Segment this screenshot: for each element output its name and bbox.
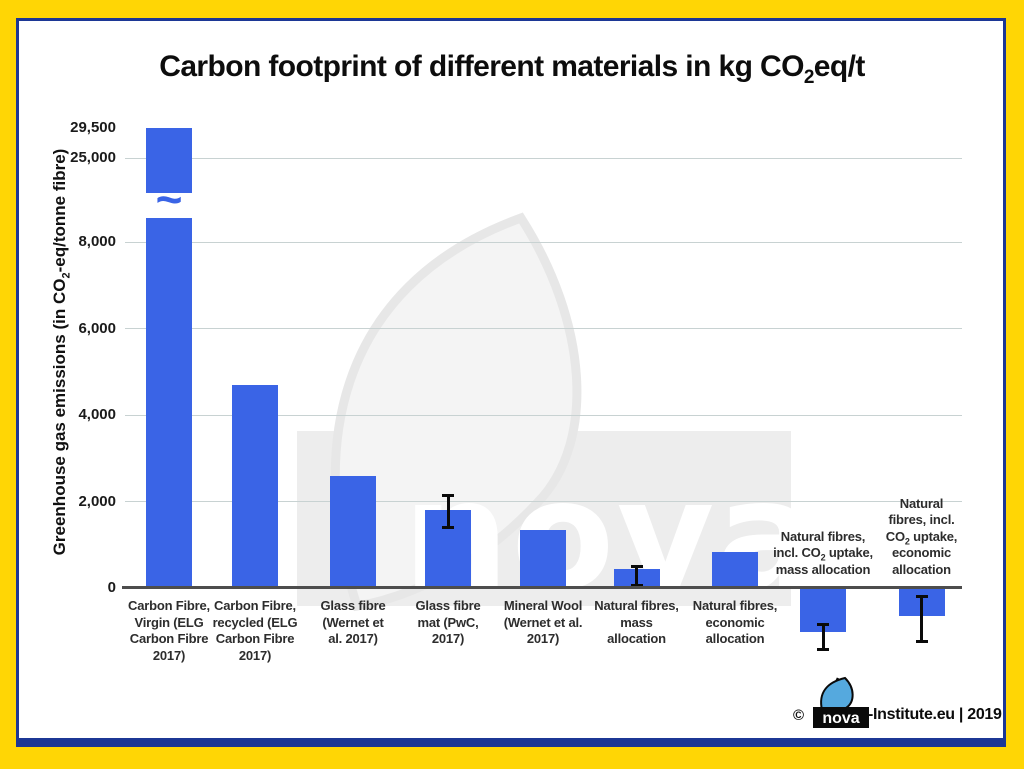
y-axis-title: Greenhouse gas emissions (in CO2-eq/tonn… (50, 148, 73, 556)
category-label: Carbon Fibre, Virgin (ELG Carbon Fibre 2… (128, 598, 210, 663)
y-tick-label: 2,000 (78, 492, 116, 510)
y-tick-label: 4,000 (78, 406, 116, 423)
attribution: © nova -Institute.eu | 2019 (790, 674, 1008, 734)
error-bar (821, 623, 825, 649)
error-bar-cap (442, 494, 454, 497)
chart-title: Carbon footprint of different materials … (0, 50, 1024, 87)
gridline (125, 328, 962, 329)
y-tick-label: 29,500 (70, 119, 116, 136)
error-bar-cap (915, 639, 928, 643)
bar (712, 552, 758, 588)
chart-title-units: eq/t (813, 50, 866, 83)
x-axis-line (122, 586, 962, 589)
error-bar-cap (915, 594, 928, 598)
category-label: Natural fibres, incl. CO2 uptake, econom… (885, 495, 958, 577)
error-bar-cap (442, 526, 454, 530)
nova-institute-logo: nova (813, 676, 869, 728)
logo-leaf-icon (820, 676, 854, 712)
axis-break-tilde: ~ (155, 173, 183, 225)
logo-text: nova (822, 710, 859, 727)
y-axis-title-subscript: 2 (60, 272, 73, 279)
category-label: Natural fibres, mass allocation (594, 598, 679, 646)
error-bar-cap (817, 622, 829, 626)
error-bar-cap (817, 647, 829, 651)
y-tick-label: 0 (107, 579, 116, 596)
bar (520, 529, 566, 588)
y-tick-label: 8,000 (78, 233, 116, 250)
y-axis-title-text: Greenhouse gas emissions (in CO (50, 278, 69, 556)
attribution-text: -Institute.eu | 2019 (868, 706, 1002, 723)
copyright-symbol: © (793, 707, 805, 724)
y-axis-title-units: -eq/tonne fibre) (50, 148, 69, 273)
category-label: Glass fibre mat (PwC, 2017) (415, 598, 481, 646)
error-bar-cap (630, 564, 643, 568)
error-bar (446, 495, 450, 528)
category-label: Glass fibre (Wernet et al. 2017) (320, 598, 386, 646)
category-label: Natural fibres, incl. CO2 uptake, mass a… (773, 528, 873, 577)
gridline (125, 241, 962, 243)
chart-title-subscript: 2 (803, 67, 815, 88)
y-tick-label: 25,000 (70, 149, 116, 166)
bar-segment-upper (146, 128, 192, 193)
category-label: Carbon Fibre, recycled (ELG Carbon Fibre… (212, 598, 298, 663)
bar (330, 475, 376, 588)
logo-box (813, 707, 869, 728)
gridline (125, 157, 962, 159)
bar (232, 384, 278, 588)
y-tick-label: 6,000 (78, 319, 116, 337)
category-label: Mineral Wool (Wernet et al. 2017) (503, 598, 583, 646)
chart-title-text: Carbon footprint of different materials … (159, 50, 804, 83)
bar-segment-lower (146, 218, 192, 588)
error-bar (920, 595, 923, 641)
category-label: Natural fibres, economic allocation (692, 598, 778, 646)
error-bar (635, 565, 638, 585)
